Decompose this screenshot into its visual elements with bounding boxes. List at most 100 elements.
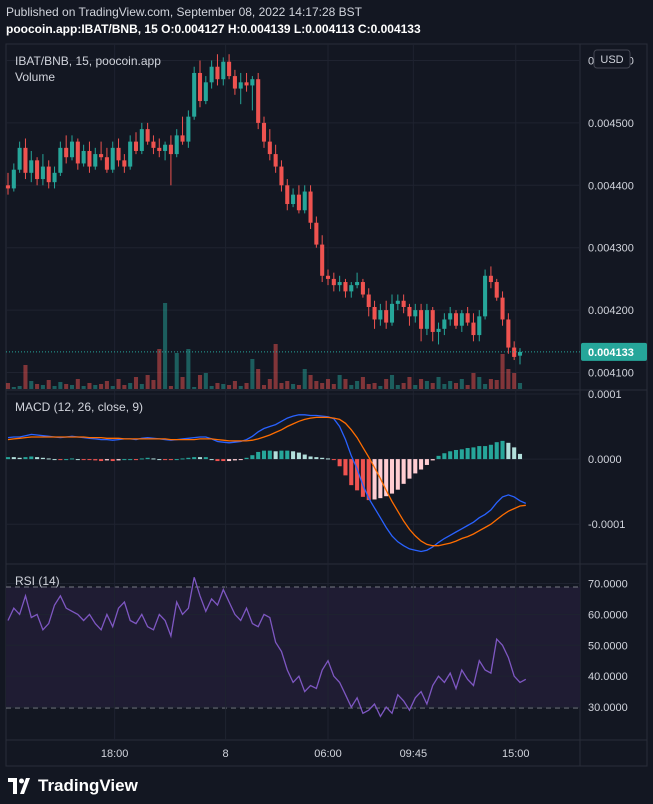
volume-bar [384, 379, 389, 389]
macd-histogram-bar [163, 459, 168, 461]
currency-button[interactable]: USD [593, 49, 631, 69]
volume-bar [87, 383, 92, 389]
volume-bar [122, 385, 127, 389]
volume-bar [389, 375, 395, 389]
candle-body [308, 191, 313, 223]
candle-body [395, 300, 400, 304]
volume-bar [5, 383, 11, 389]
candle-body [110, 147, 115, 170]
volume-bar [436, 377, 441, 389]
candle-body [331, 278, 336, 286]
macd-histogram-bar [11, 457, 16, 460]
candle-body [302, 191, 307, 211]
macd-histogram-bar [512, 447, 517, 460]
volume-bar [413, 385, 418, 389]
macd-histogram-bar [29, 456, 34, 460]
candle-body [81, 150, 86, 164]
candle-body [448, 313, 453, 320]
candle-body [314, 222, 319, 245]
volume-bar [116, 379, 121, 389]
candlesticks [5, 54, 523, 365]
tradingview-wordmark: TradingView [38, 776, 138, 795]
candle-body [517, 351, 523, 356]
candle-body [500, 297, 505, 320]
candle-body [139, 129, 144, 151]
volume-bar [331, 384, 336, 389]
volume-bar [81, 386, 86, 389]
candle-body [436, 328, 441, 332]
macd-histogram-bar [192, 457, 197, 460]
candle-body [349, 285, 354, 292]
rsi-legend: RSI (14) [15, 574, 60, 588]
macd-histogram-bar [227, 459, 232, 462]
volume-bar [180, 377, 185, 389]
macd-histogram-bar [99, 459, 104, 462]
volume-bar [40, 385, 45, 389]
macd-histogram-bar [325, 458, 331, 460]
volume-bar [395, 385, 400, 389]
volume-legend: Volume [15, 70, 55, 84]
macd-histogram-bar [500, 440, 505, 460]
macd-legend: MACD (12, 26, close, 9) [15, 400, 143, 414]
volume-bar [407, 377, 412, 389]
volume-bar [157, 349, 162, 389]
volume-bar [151, 380, 156, 389]
volume-bar [227, 385, 232, 389]
currency-button-label[interactable]: USD [600, 54, 623, 66]
volume-bar [424, 381, 429, 389]
candle-body [343, 282, 348, 292]
candle-body [197, 72, 203, 102]
volume-bar [192, 387, 197, 389]
volume-bar [442, 384, 447, 389]
currency-button-frame[interactable] [593, 49, 631, 69]
macd-histogram-bar [197, 457, 203, 460]
volume-bar [93, 385, 98, 389]
candle-body [459, 313, 464, 326]
candle-body [87, 150, 92, 167]
volume-bar [145, 375, 150, 389]
volume-bar [296, 385, 301, 389]
macd-histogram-bar [442, 453, 447, 460]
volume-bar [494, 380, 499, 389]
candle-body [256, 79, 261, 123]
macd-histogram-bar [5, 457, 11, 460]
volume-bar [221, 384, 226, 389]
macd-tick-label: 0.0001 [588, 389, 622, 401]
macd-histogram-bar [81, 459, 86, 461]
chart-header: Published on TradingView.com, September … [6, 4, 646, 38]
volume-bar [261, 385, 267, 389]
macd-histogram-bar [471, 447, 476, 460]
macd-histogram-bar [296, 452, 301, 460]
macd-histogram-bar [174, 459, 179, 461]
volume-bar [11, 387, 16, 389]
candle-body [320, 244, 325, 276]
macd-histogram-bar [52, 459, 57, 461]
candle-body [209, 66, 214, 83]
volume-bar [209, 386, 214, 389]
rsi-tick-label: 70.0000 [588, 578, 628, 590]
macd-histogram-bar [419, 459, 424, 470]
volume-bar [238, 386, 243, 389]
candle-body [267, 141, 272, 155]
price-tick-label: 0.004400 [588, 180, 634, 192]
volume-bar [75, 379, 80, 389]
price-tick-label: 0.004300 [588, 243, 634, 255]
macd-histogram-bar [308, 456, 313, 460]
volume-bar [69, 385, 75, 389]
candle-body [238, 82, 243, 89]
candle-body [430, 310, 435, 332]
macd-histogram-bar [331, 459, 336, 461]
candle-body [244, 82, 249, 86]
trading-chart[interactable]: 0.0046000.0045000.0044000.0043000.004200… [0, 0, 653, 768]
rsi-band-fill [6, 587, 580, 708]
candle-body [471, 322, 476, 336]
tradingview-logo[interactable]: TradingView [8, 776, 138, 796]
candle-body [75, 141, 80, 164]
candle-body [250, 79, 255, 86]
macd-histogram-bar [494, 442, 499, 460]
macd-histogram-bar [424, 459, 429, 465]
price-tick-label: 0.004500 [588, 118, 634, 130]
macd-histogram-bar [285, 450, 290, 460]
candle-body [192, 72, 197, 117]
macd-histogram-bar [244, 457, 249, 460]
